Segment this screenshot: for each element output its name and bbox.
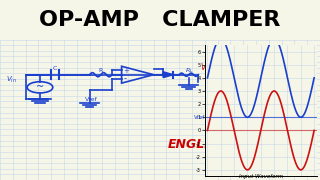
Text: +: + xyxy=(123,68,129,74)
Text: $V_{in}$: $V_{in}$ xyxy=(6,75,17,85)
Text: ENGLISH: ENGLISH xyxy=(168,138,229,151)
Text: Vref: Vref xyxy=(194,115,205,120)
Text: Input Waveform: Input Waveform xyxy=(239,174,283,179)
Text: $R_L$: $R_L$ xyxy=(185,66,193,75)
Text: R: R xyxy=(99,68,103,73)
Text: OP-AMP   CLAMPER: OP-AMP CLAMPER xyxy=(39,10,281,30)
Polygon shape xyxy=(163,72,173,78)
Text: $V_O$: $V_O$ xyxy=(200,62,211,74)
Text: Vref: Vref xyxy=(85,97,98,102)
Text: C: C xyxy=(52,66,57,71)
Text: -: - xyxy=(123,74,126,83)
Text: ~: ~ xyxy=(36,82,44,92)
